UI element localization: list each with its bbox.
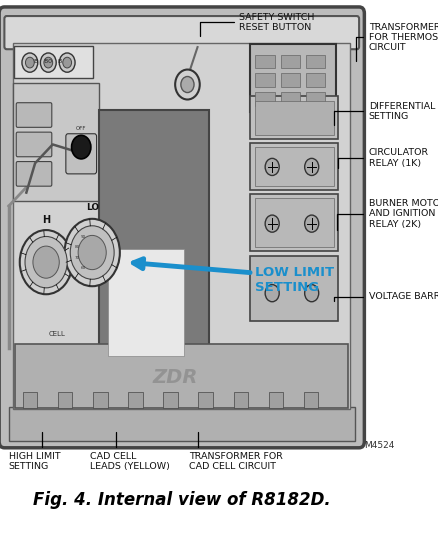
Circle shape — [25, 236, 67, 288]
Circle shape — [70, 226, 114, 279]
Circle shape — [64, 219, 120, 286]
Bar — [255, 55, 274, 68]
Circle shape — [20, 230, 72, 294]
Circle shape — [304, 285, 318, 302]
Bar — [250, 44, 335, 112]
Bar — [233, 392, 247, 408]
FancyBboxPatch shape — [16, 103, 52, 127]
Text: CAD CELL
LEADS (YELLOW): CAD CELL LEADS (YELLOW) — [90, 432, 170, 471]
Bar — [23, 392, 37, 408]
Bar — [128, 392, 142, 408]
Text: CIRCULATOR
RELAY (1K): CIRCULATOR RELAY (1K) — [337, 148, 428, 169]
Bar — [15, 344, 347, 408]
Bar — [305, 73, 324, 87]
Bar — [9, 407, 354, 441]
Circle shape — [63, 57, 71, 68]
Bar — [93, 392, 107, 408]
Text: VOLTAGE BARRIER: VOLTAGE BARRIER — [333, 293, 438, 301]
Circle shape — [44, 57, 53, 68]
Bar — [250, 96, 337, 139]
Text: HIGH LIMIT
SETTING: HIGH LIMIT SETTING — [9, 432, 60, 471]
Circle shape — [40, 53, 56, 72]
Text: LO: LO — [85, 203, 99, 212]
Bar — [305, 92, 324, 106]
Bar — [305, 55, 324, 68]
Bar — [255, 73, 274, 87]
Text: TRANSFORMER FOR
CAD CELL CIRCUIT: TRANSFORMER FOR CAD CELL CIRCUIT — [188, 432, 282, 471]
Bar — [254, 101, 333, 135]
Bar — [303, 392, 318, 408]
Text: B   80   B: B 80 B — [34, 59, 62, 64]
FancyBboxPatch shape — [16, 162, 52, 186]
FancyBboxPatch shape — [4, 16, 358, 49]
Text: 60: 60 — [80, 266, 85, 270]
Text: CELL: CELL — [48, 331, 65, 338]
Circle shape — [304, 158, 318, 175]
Text: SAFETY SWITCH
RESET BUTTON: SAFETY SWITCH RESET BUTTON — [199, 13, 314, 36]
FancyBboxPatch shape — [66, 134, 96, 174]
Text: OFF: OFF — [76, 126, 86, 131]
Circle shape — [265, 158, 279, 175]
Text: Fig. 4. Internal view of R8182D.: Fig. 4. Internal view of R8182D. — [33, 491, 330, 509]
Text: H: H — [42, 215, 50, 225]
Bar — [280, 55, 299, 68]
Text: ZDR: ZDR — [152, 368, 198, 387]
Text: 80: 80 — [74, 244, 80, 249]
Bar — [268, 392, 283, 408]
Bar — [250, 194, 337, 251]
Bar — [198, 392, 212, 408]
Circle shape — [25, 57, 34, 68]
Bar — [99, 110, 208, 366]
Bar — [254, 147, 333, 186]
Circle shape — [175, 70, 199, 100]
Bar — [255, 92, 274, 106]
Bar — [250, 143, 337, 190]
Circle shape — [59, 53, 75, 72]
Bar — [58, 392, 72, 408]
Circle shape — [22, 53, 38, 72]
Bar — [13, 43, 350, 409]
Circle shape — [265, 285, 279, 302]
Text: LOW LIMIT
SETTING: LOW LIMIT SETTING — [254, 266, 333, 294]
Text: DIFFERENTIAL
SETTING: DIFFERENTIAL SETTING — [333, 102, 434, 125]
Bar — [163, 392, 177, 408]
Text: 90: 90 — [80, 235, 85, 239]
FancyBboxPatch shape — [16, 132, 52, 157]
Bar — [13, 83, 99, 201]
Bar — [280, 73, 299, 87]
Text: M4524: M4524 — [364, 441, 394, 449]
Text: TRANSFORMER
FOR THERMOSTAT
CIRCUIT: TRANSFORMER FOR THERMOSTAT CIRCUIT — [355, 22, 438, 62]
Circle shape — [180, 77, 194, 93]
Text: 70: 70 — [74, 256, 80, 261]
Circle shape — [71, 135, 91, 159]
Bar — [280, 92, 299, 106]
Circle shape — [33, 246, 59, 278]
FancyBboxPatch shape — [0, 7, 364, 448]
Bar — [250, 256, 337, 321]
Circle shape — [265, 215, 279, 232]
Circle shape — [304, 215, 318, 232]
Text: BURNER MOTOR
AND IGNITION
RELAY (2K): BURNER MOTOR AND IGNITION RELAY (2K) — [336, 199, 438, 230]
Bar — [254, 198, 333, 247]
FancyBboxPatch shape — [14, 46, 93, 78]
Circle shape — [78, 235, 106, 270]
Bar — [107, 249, 184, 356]
